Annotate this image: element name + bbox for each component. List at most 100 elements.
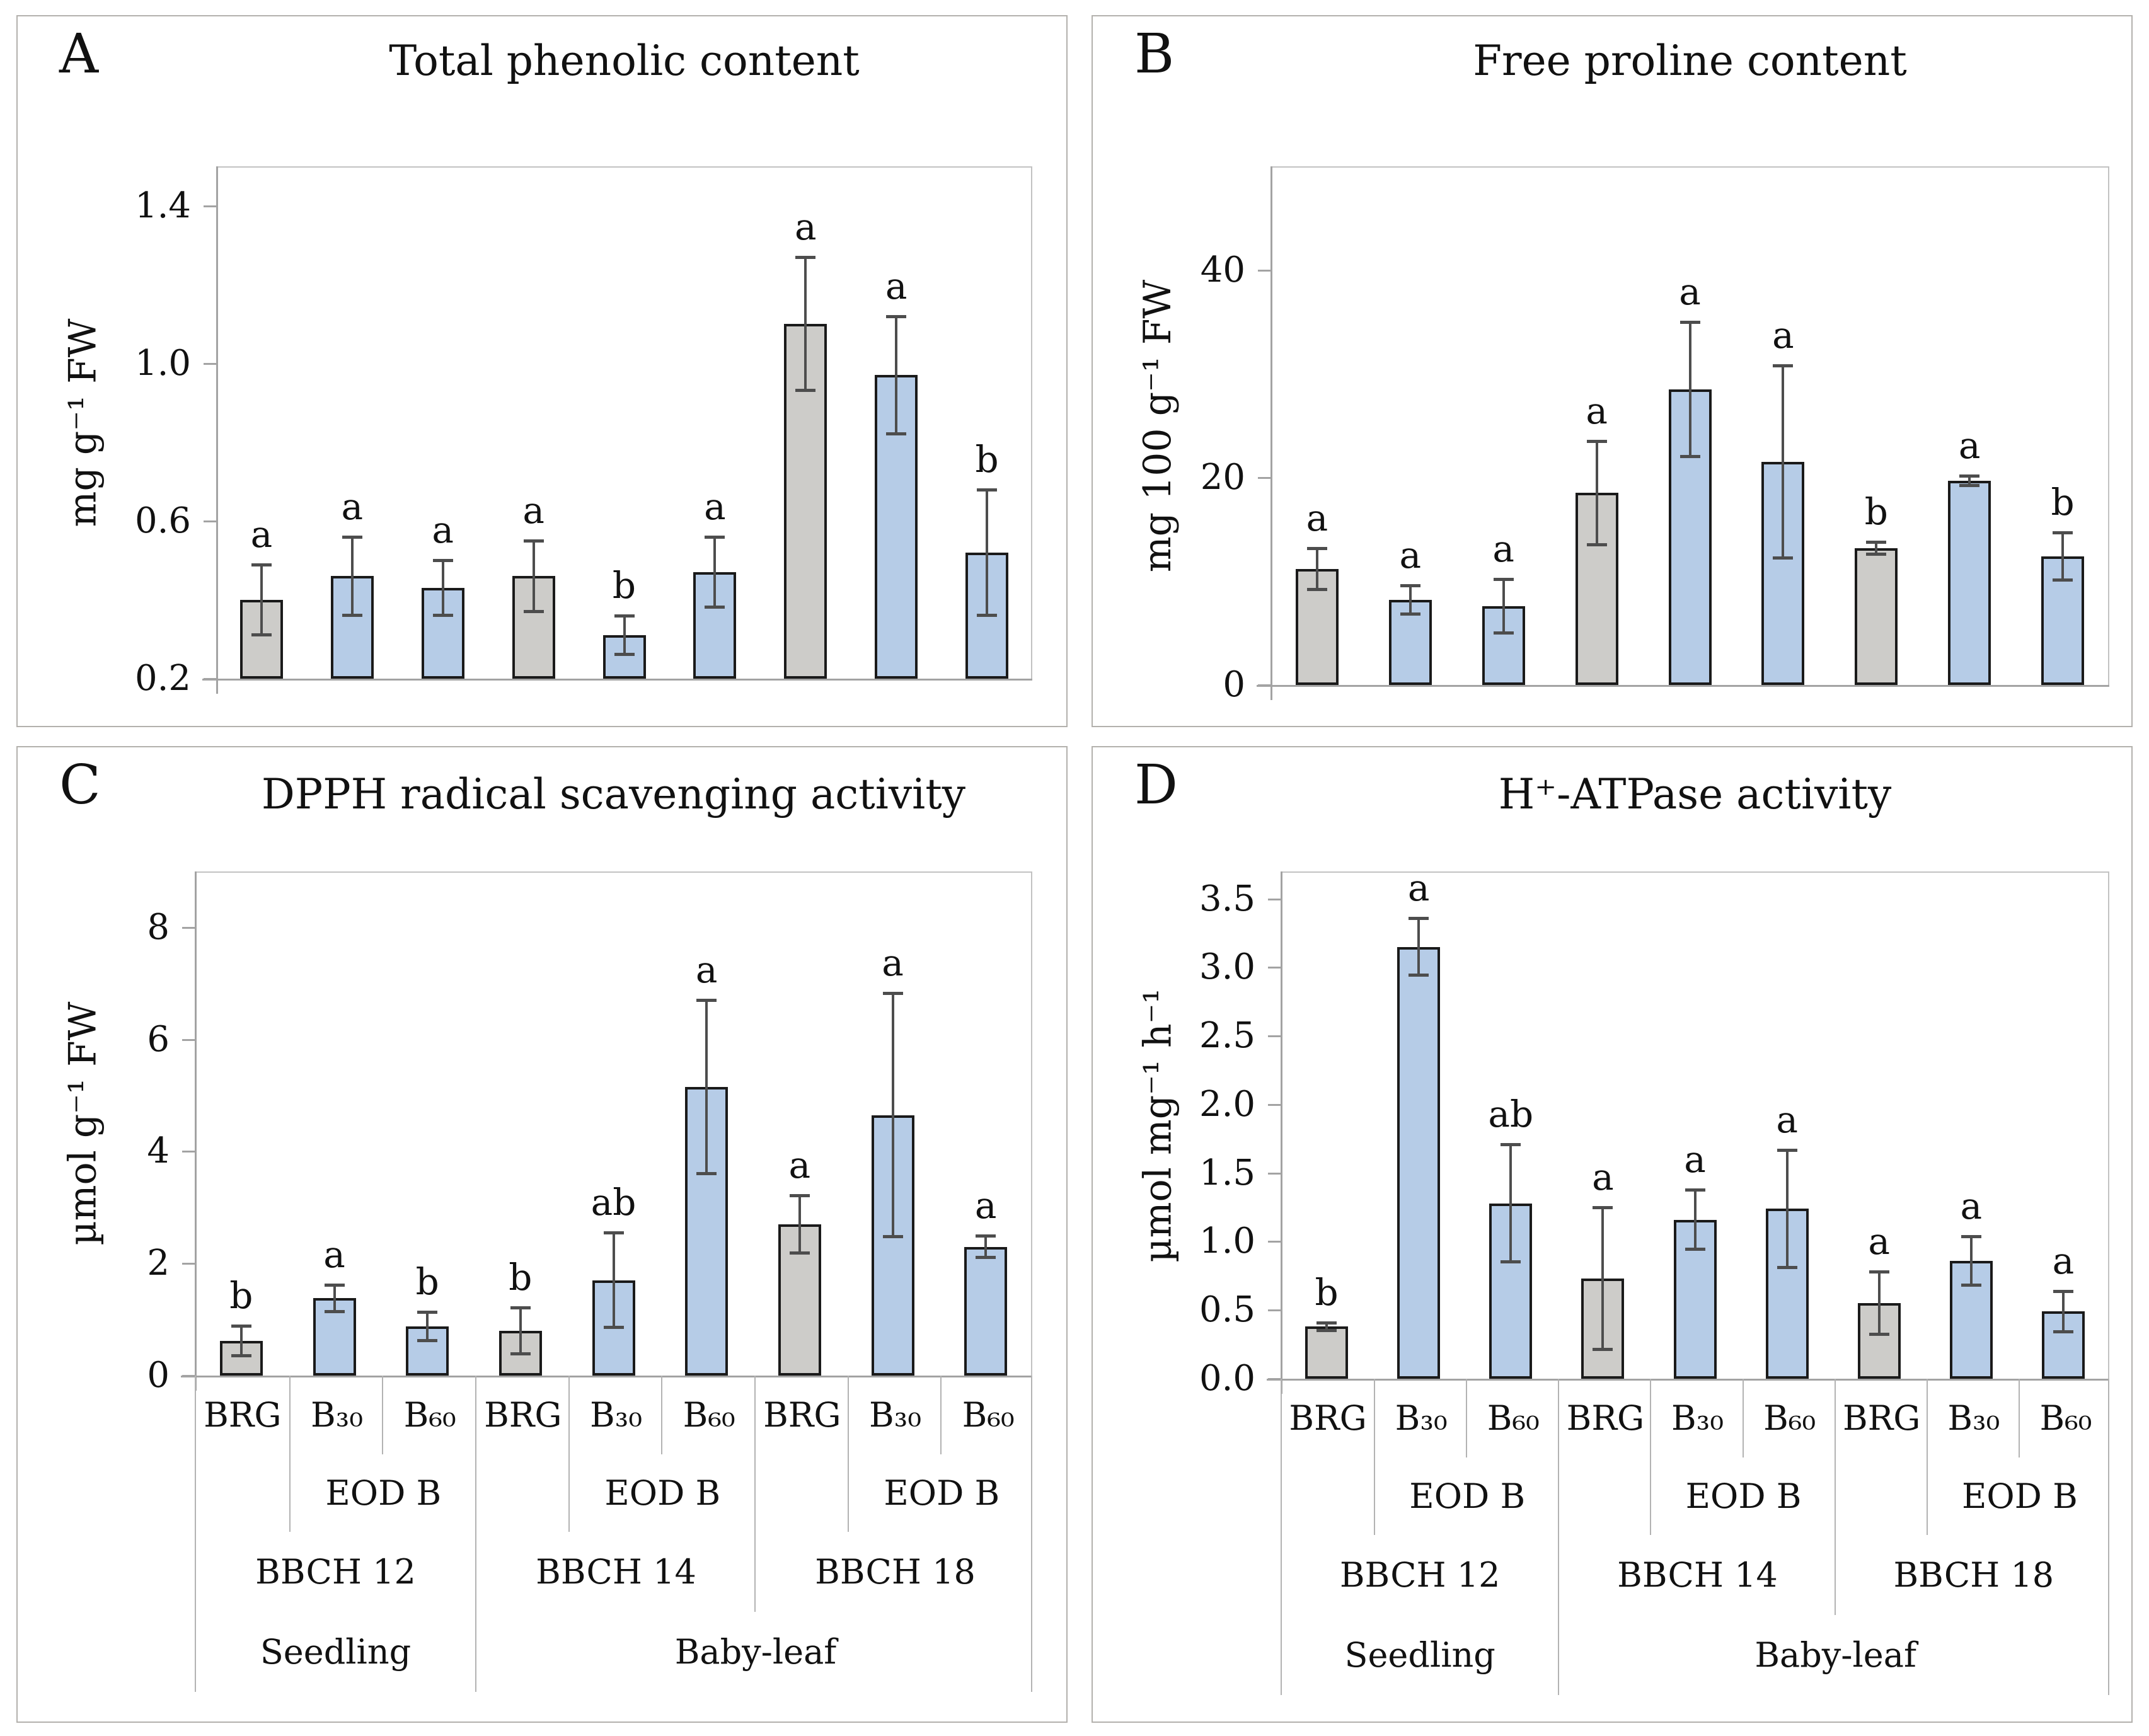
significance-letter: a xyxy=(1868,1220,1891,1263)
error-bar-cap-top xyxy=(977,488,998,491)
error-bar-cap-top xyxy=(705,535,725,539)
error-bar-cap-top xyxy=(231,1324,251,1328)
treatment-label: B₃₀ xyxy=(289,1376,384,1454)
y-axis-line xyxy=(216,166,218,694)
panel-title-C: DPPH radical scavenging activity xyxy=(261,770,966,819)
treatment-label: B₆₀ xyxy=(661,1376,756,1454)
error-bar-cap-top xyxy=(324,1284,345,1287)
y-tick-label: 0 xyxy=(1223,664,1245,705)
eod-spacer xyxy=(754,1454,849,1532)
error-bar-cap-top xyxy=(1777,1148,1797,1152)
treatment-label: BRG xyxy=(475,1376,570,1454)
error-bar-line xyxy=(333,1285,336,1312)
y-tick-mark xyxy=(1258,269,1270,272)
error-bar-line xyxy=(1969,1236,1973,1286)
eod-spacer xyxy=(475,1454,570,1532)
x-axis-line xyxy=(1257,685,2109,687)
treatment-label: BRG xyxy=(1834,1379,1928,1457)
error-bar-cap-top xyxy=(510,1306,531,1309)
treatment-label: B₆₀ xyxy=(1742,1379,1836,1457)
error-bar-line xyxy=(1693,1189,1697,1250)
error-bar-cap-top xyxy=(1959,474,1980,478)
error-bar-cap-bottom xyxy=(231,1354,251,1357)
error-bar-cap-bottom xyxy=(1316,1328,1337,1332)
error-bar-cap-bottom xyxy=(510,1352,531,1356)
significance-letter: a xyxy=(974,1183,997,1227)
significance-letter: b xyxy=(509,1255,533,1299)
significance-letter: a xyxy=(885,264,907,308)
error-bar-line xyxy=(1877,1272,1881,1335)
error-bar-cap-bottom xyxy=(1685,1248,1705,1251)
error-bar-line xyxy=(532,541,535,612)
eod-label: EOD B xyxy=(1650,1457,1835,1535)
error-bar-cap-bottom xyxy=(1679,454,1700,458)
eod-label: EOD B xyxy=(1374,1457,1559,1535)
stage-label-babyleaf: Baby-leaf xyxy=(1558,1615,2112,1695)
error-bar-cap-top xyxy=(251,563,272,566)
significance-letter: a xyxy=(1958,423,1981,467)
error-bar-cap-top xyxy=(1773,364,1794,368)
bar-B30-group1 xyxy=(1397,946,1441,1379)
error-bar-cap-top xyxy=(2053,1289,2073,1293)
significance-letter: a xyxy=(1399,533,1422,577)
bar-B30-group2 xyxy=(1668,389,1712,685)
error-bar-line xyxy=(1782,365,1785,559)
y-tick-mark xyxy=(182,1038,195,1041)
significance-letter: a xyxy=(1586,389,1608,433)
plot-frame xyxy=(216,166,1032,679)
panel-letter-C: C xyxy=(59,754,101,817)
significance-letter: a xyxy=(1679,270,1701,313)
y-tick-mark xyxy=(1258,476,1270,479)
error-bar-cap-bottom xyxy=(432,613,453,617)
error-bar-cap-top xyxy=(614,614,635,618)
significance-letter: a xyxy=(1592,1156,1614,1199)
significance-letter: a xyxy=(323,1233,345,1276)
y-tick-mark xyxy=(182,1375,195,1377)
error-bar-cap-bottom xyxy=(977,613,998,617)
y-tick-label: 3.5 xyxy=(1199,878,1255,919)
error-bar-cap-bottom xyxy=(1777,1265,1797,1269)
significance-letter: a xyxy=(341,485,364,528)
plot-frame xyxy=(1281,871,2109,1379)
error-bar-cap-bottom xyxy=(251,633,272,637)
significance-letter: ab xyxy=(1488,1092,1534,1135)
bbch-label: BBCH 18 xyxy=(754,1532,1035,1612)
error-bar-line xyxy=(1688,321,1691,457)
y-tick-mark xyxy=(1268,898,1281,900)
y-tick-label: 2.0 xyxy=(1199,1083,1255,1125)
error-bar-line xyxy=(1325,1322,1328,1331)
stage-label-seedling: Seedling xyxy=(260,1632,412,1672)
category-axis-table: BRG B₃₀ B₆₀ BRG B₃₀ B₆₀ BRG B₃₀ B₆₀ EOD B EOD B EOD… xyxy=(1281,1379,2109,1695)
error-bar-cap-bottom xyxy=(1593,1348,1613,1352)
error-bar-cap-top xyxy=(417,1310,438,1314)
error-bar-line xyxy=(1785,1149,1789,1268)
significance-letter: b xyxy=(229,1273,253,1317)
significance-letter: a xyxy=(788,1143,811,1187)
error-bar-cap-top xyxy=(1501,1142,1521,1146)
y-tick-label: 2 xyxy=(147,1243,170,1284)
x-axis-line xyxy=(1267,1379,2109,1381)
error-bar-cap-bottom xyxy=(789,1251,810,1255)
error-bar-cap-bottom xyxy=(705,606,725,609)
error-bar-line xyxy=(1601,1207,1605,1350)
treatment-label: B₃₀ xyxy=(1374,1379,1467,1457)
significance-letter: b xyxy=(975,437,999,481)
treatment-label: B₃₀ xyxy=(847,1376,942,1454)
error-bar-cap-top xyxy=(795,255,816,259)
error-bar-cap-top xyxy=(1400,583,1420,587)
error-bar-cap-bottom xyxy=(795,389,816,393)
error-bar-line xyxy=(623,615,626,655)
error-bar-line xyxy=(1409,585,1412,615)
significance-letter: ab xyxy=(591,1181,637,1224)
error-bar-line xyxy=(1875,541,1878,555)
treatment-label: BRG xyxy=(204,1395,282,1435)
significance-letter: a xyxy=(1684,1137,1706,1181)
error-bar-line xyxy=(2061,532,2065,580)
error-bar-cap-top xyxy=(882,991,903,995)
y-tick-mark xyxy=(1268,1035,1281,1038)
panel-B-free-proline: B Free proline content mg 100 g⁻¹ FW 40 2… xyxy=(1092,15,2133,727)
error-bar-line xyxy=(612,1233,615,1328)
error-bar-line xyxy=(426,1311,429,1341)
error-bar-line xyxy=(1417,917,1420,976)
eod-spacer xyxy=(1834,1457,1928,1535)
